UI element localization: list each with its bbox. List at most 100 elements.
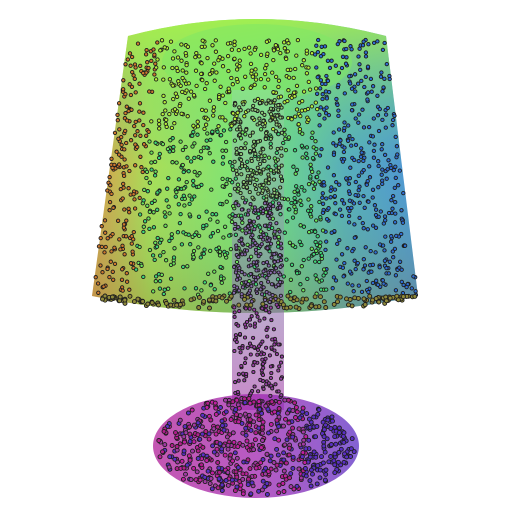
shade-point xyxy=(137,212,143,217)
shade-point xyxy=(320,201,326,206)
base-point xyxy=(166,464,172,470)
base-point xyxy=(286,452,292,458)
shade-point xyxy=(317,123,322,128)
base-point xyxy=(240,471,246,477)
shade-point xyxy=(360,43,366,48)
shade-point xyxy=(360,107,365,112)
shade-point xyxy=(376,299,382,305)
shade-point xyxy=(306,65,311,70)
shade-point xyxy=(183,144,188,150)
base-point xyxy=(256,399,262,404)
shade-point xyxy=(371,40,377,46)
base-point xyxy=(248,491,254,497)
stem-point xyxy=(252,360,257,365)
shade-point xyxy=(380,47,386,53)
base-point xyxy=(290,454,296,460)
stem-point xyxy=(238,108,243,113)
base-point xyxy=(184,462,190,468)
stem-point xyxy=(234,150,239,155)
shade-point xyxy=(248,302,254,308)
shade-point xyxy=(380,117,385,123)
shade-point xyxy=(305,276,310,282)
base-point xyxy=(214,446,220,452)
shade-point xyxy=(384,176,389,181)
shade-point xyxy=(291,75,296,81)
base-point xyxy=(187,431,193,437)
base-point xyxy=(173,430,178,436)
shade-point xyxy=(233,176,238,181)
base-point xyxy=(328,442,334,447)
base-point xyxy=(219,482,225,488)
shade-point xyxy=(306,256,311,261)
shade-point xyxy=(229,75,234,81)
shade-point xyxy=(151,289,156,294)
shade-point xyxy=(180,68,185,73)
shade-point xyxy=(287,207,292,212)
stem-point xyxy=(271,204,276,209)
shade-point xyxy=(253,282,259,287)
base-point xyxy=(217,441,223,447)
shade-point xyxy=(220,155,226,160)
base-point xyxy=(276,406,282,411)
shade-point xyxy=(163,223,168,228)
shade-point xyxy=(210,212,215,217)
base-point xyxy=(243,425,249,431)
shade-point xyxy=(318,105,323,110)
shade-point xyxy=(386,210,392,216)
base-point xyxy=(162,442,168,448)
stem-point xyxy=(273,266,279,271)
shade-point xyxy=(268,141,273,146)
shade-point xyxy=(109,249,114,254)
shade-point xyxy=(375,93,380,98)
shade-point xyxy=(368,76,374,82)
shade-point xyxy=(366,199,371,204)
base-point xyxy=(248,427,254,433)
shade-point xyxy=(316,170,321,175)
stem-point xyxy=(232,186,237,191)
shade-point xyxy=(280,302,286,308)
shade-point xyxy=(115,112,120,118)
shade-point xyxy=(359,78,364,84)
shade-point xyxy=(353,266,358,272)
shade-point xyxy=(162,100,167,105)
shade-point xyxy=(123,110,128,116)
shade-point xyxy=(207,305,212,311)
stem-point xyxy=(268,305,273,310)
shade-point xyxy=(327,65,333,71)
shade-point xyxy=(324,287,329,292)
stem-point xyxy=(266,263,271,268)
shade-point xyxy=(121,173,127,179)
shade-point xyxy=(248,254,254,259)
shade-point xyxy=(213,49,219,54)
shade-point xyxy=(124,279,130,284)
shade-point xyxy=(196,214,202,219)
stem-point xyxy=(253,247,258,252)
shade-point xyxy=(133,119,138,125)
stem-point xyxy=(274,302,279,307)
shade-point xyxy=(137,118,142,123)
stem-point xyxy=(260,306,265,311)
stem-point xyxy=(269,345,274,350)
shade-point xyxy=(255,96,261,102)
shade-point xyxy=(105,266,110,272)
shade-point xyxy=(221,235,226,240)
shade-point xyxy=(299,242,304,248)
shade-point xyxy=(218,84,223,89)
base-point xyxy=(229,477,235,483)
shade-point xyxy=(396,183,401,188)
base-point xyxy=(246,476,251,482)
shade-point xyxy=(366,124,372,130)
base-point xyxy=(300,405,306,411)
stem-point xyxy=(244,127,249,132)
base-point xyxy=(206,436,212,442)
base-point xyxy=(274,417,280,423)
shade-point xyxy=(262,71,268,77)
shade-point xyxy=(301,257,306,263)
shade-point xyxy=(163,300,169,306)
stem-point xyxy=(264,197,269,202)
shade-point xyxy=(323,247,328,253)
shade-point xyxy=(128,92,134,98)
stem-point xyxy=(279,393,284,398)
base-point xyxy=(268,421,274,427)
shade-point xyxy=(153,279,158,284)
